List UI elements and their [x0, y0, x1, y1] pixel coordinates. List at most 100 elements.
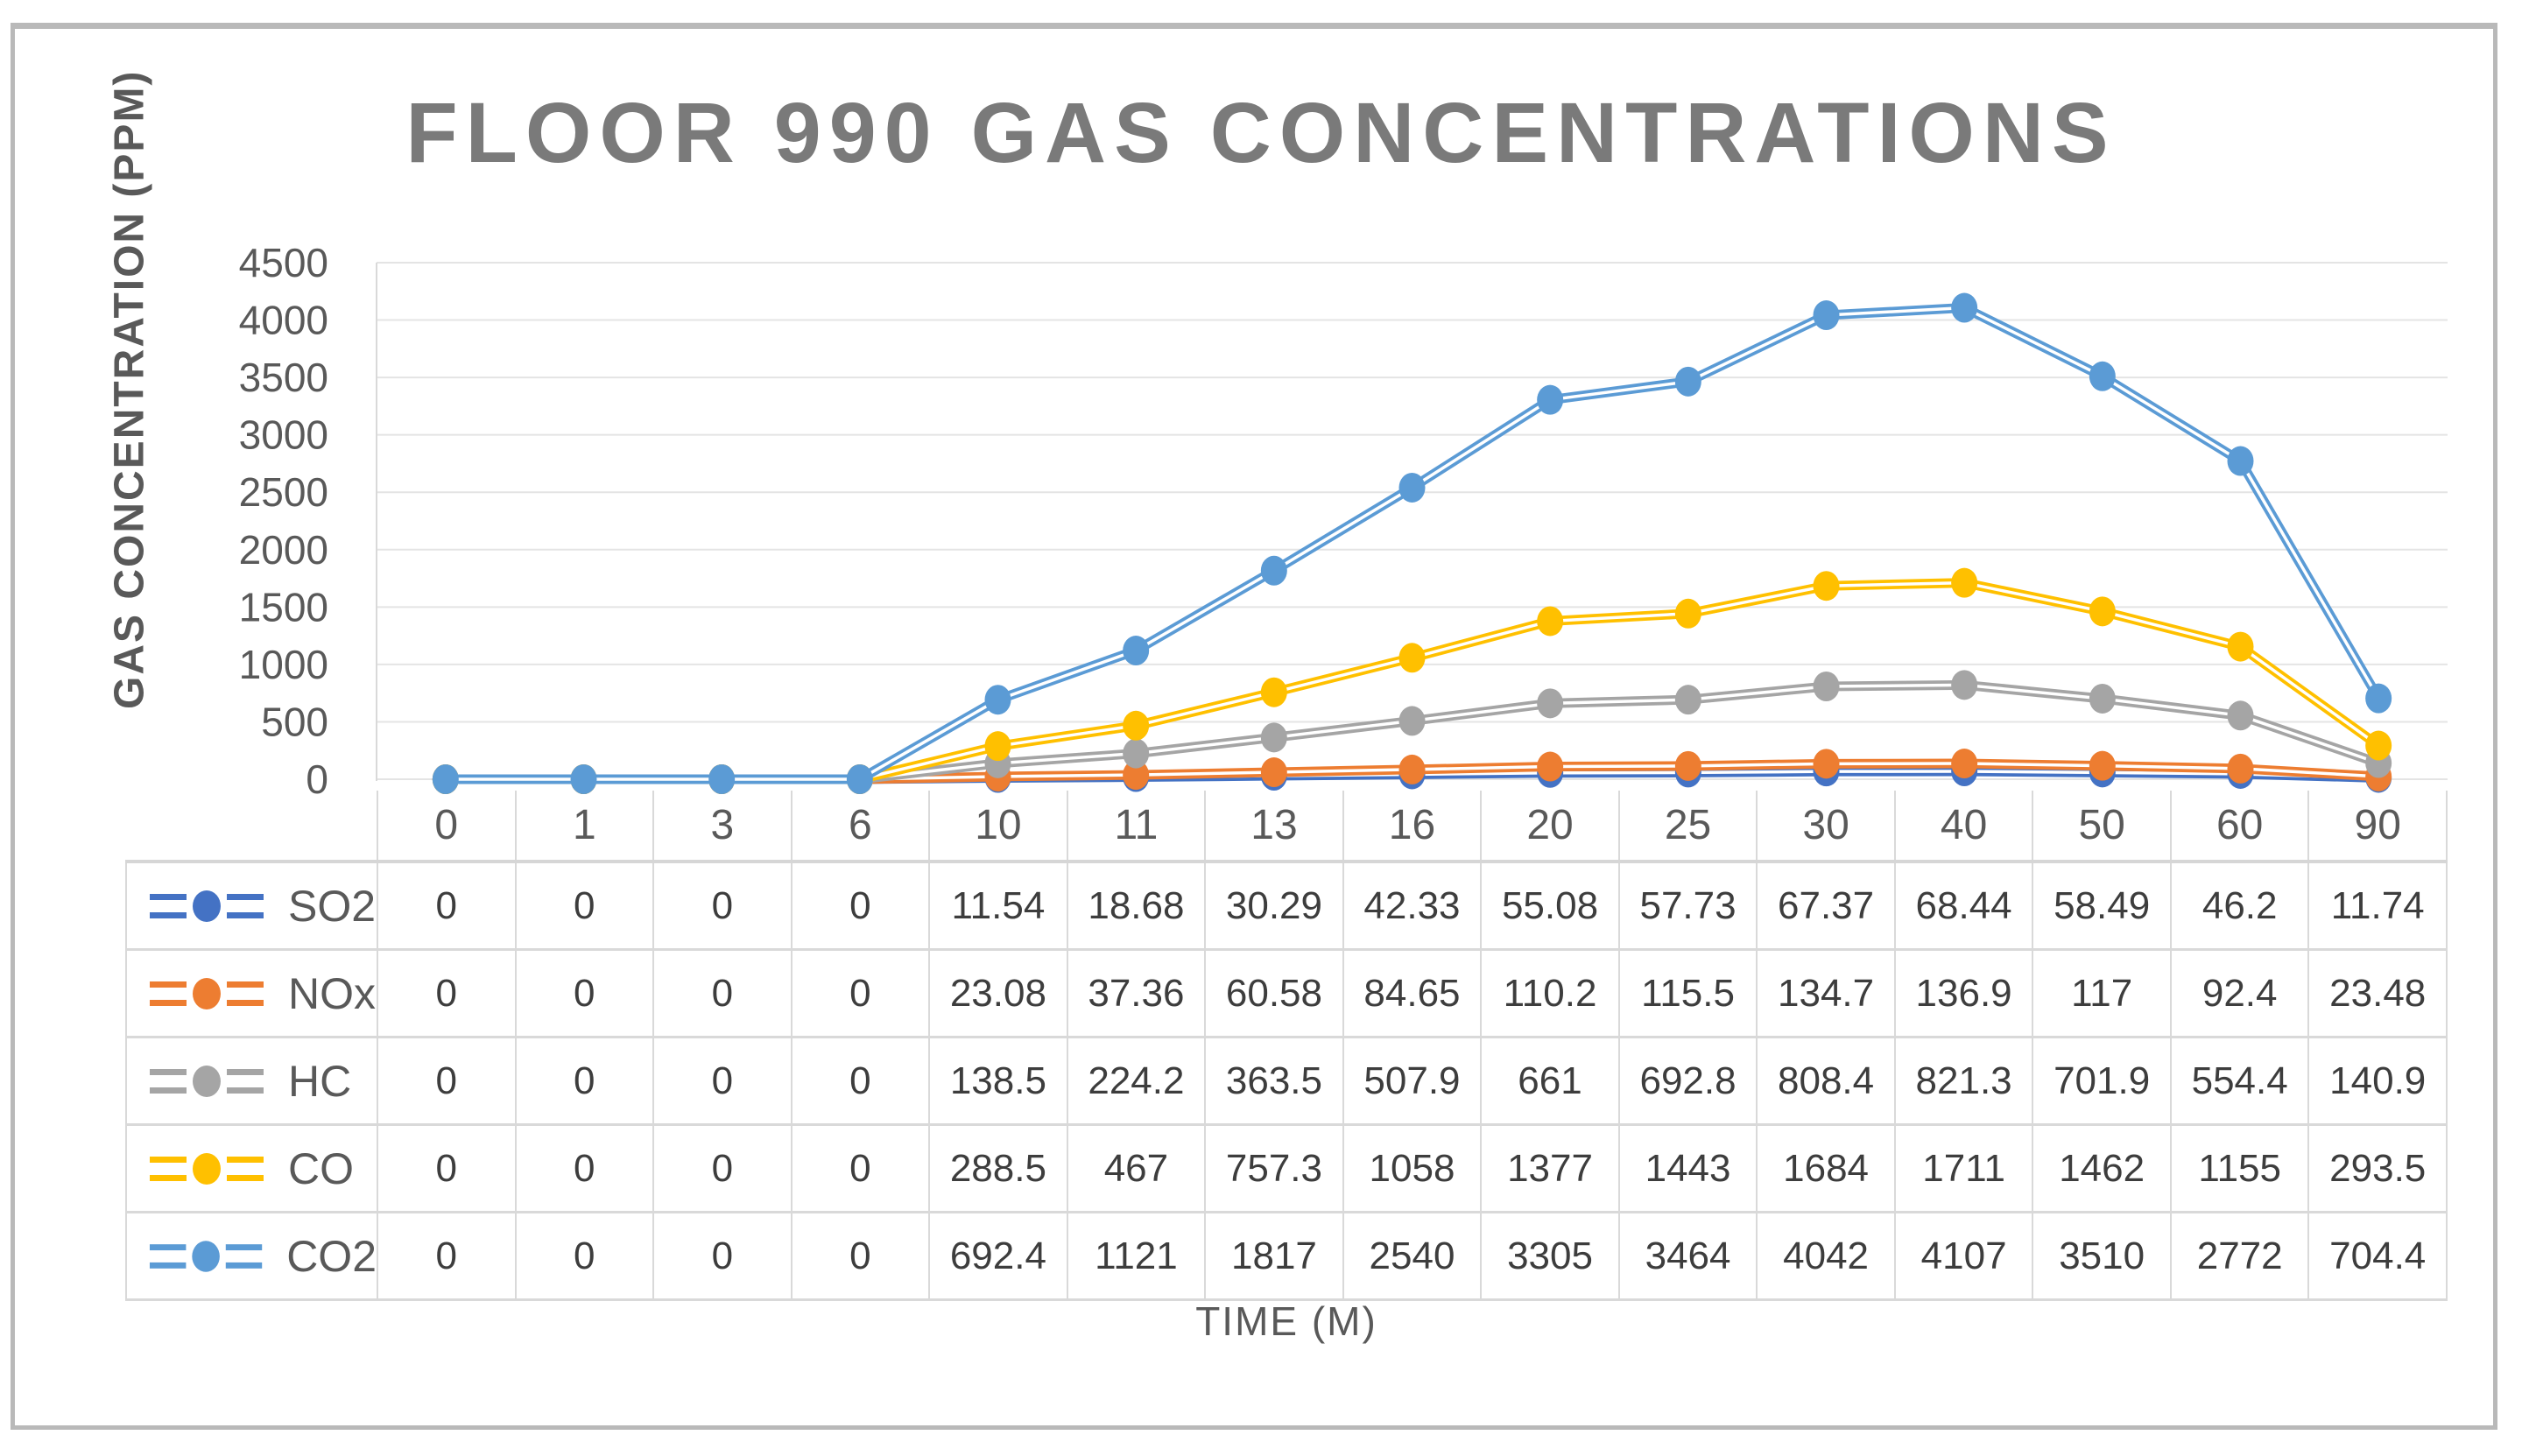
- x-category-label: 40: [1893, 791, 2034, 863]
- x-category-label: 10: [928, 791, 1068, 863]
- data-point-marker: [1398, 706, 1426, 736]
- legend-key-icon: [150, 1152, 264, 1185]
- x-category-label: 0: [377, 791, 517, 863]
- data-point-marker: [432, 764, 459, 794]
- value-cell: 0: [514, 1123, 655, 1213]
- chart-title: FLOOR 990 GAS CONCENTRATIONS: [405, 85, 2117, 180]
- data-point-marker: [1813, 672, 1840, 702]
- value-cell: 0: [790, 1036, 931, 1126]
- value-cell: 661: [1480, 1036, 1620, 1126]
- table-corner-cell: [126, 791, 378, 863]
- x-category-label: 50: [2032, 791, 2172, 863]
- data-point-marker: [1537, 751, 1564, 782]
- value-cell: 0: [377, 1036, 517, 1126]
- value-cell: 692.4: [928, 1211, 1068, 1301]
- value-cell: 704.4: [2307, 1211, 2448, 1301]
- value-cell: 46.2: [2169, 860, 2310, 951]
- value-cell: 0: [790, 860, 931, 951]
- value-cell: 3464: [1617, 1211, 1758, 1301]
- y-tick-label: 3500: [239, 355, 328, 400]
- data-point-marker: [1951, 749, 1978, 779]
- value-cell: 0: [790, 1211, 931, 1301]
- value-cell: 363.5: [1204, 1036, 1344, 1126]
- series-CO2: [432, 292, 2392, 794]
- value-cell: 0: [514, 860, 655, 951]
- value-cell: 757.3: [1204, 1123, 1344, 1213]
- value-cell: 0: [514, 1211, 655, 1301]
- value-cell: 554.4: [2169, 1036, 2310, 1126]
- value-cell: 1462: [2032, 1123, 2172, 1213]
- y-tick-label: 500: [261, 699, 328, 744]
- value-cell: 0: [652, 1123, 793, 1213]
- x-category-label: 60: [2169, 791, 2310, 863]
- x-category-label: 30: [1756, 791, 1896, 863]
- value-cell: 18.68: [1066, 860, 1207, 951]
- value-cell: 2540: [1342, 1211, 1483, 1301]
- value-cell: 30.29: [1204, 860, 1344, 951]
- x-category-label: 3: [652, 791, 793, 863]
- data-point-marker: [1537, 384, 1564, 415]
- value-cell: 1377: [1480, 1123, 1620, 1213]
- value-cell: 67.37: [1756, 860, 1896, 951]
- series-line: [440, 578, 2384, 784]
- value-cell: 11.74: [2307, 860, 2448, 951]
- value-cell: 0: [652, 948, 793, 1038]
- value-cell: 57.73: [1617, 860, 1758, 951]
- value-cell: 293.5: [2307, 1123, 2448, 1213]
- value-cell: 0: [377, 948, 517, 1038]
- value-cell: 84.65: [1342, 948, 1483, 1038]
- data-point-marker: [1813, 300, 1840, 331]
- value-cell: 138.5: [928, 1036, 1068, 1126]
- value-cell: 692.8: [1617, 1036, 1758, 1126]
- value-cell: 0: [377, 1211, 517, 1301]
- data-point-marker: [1674, 750, 1701, 781]
- value-cell: 55.08: [1480, 860, 1620, 951]
- data-point-marker: [1398, 754, 1426, 784]
- value-cell: 110.2: [1480, 948, 1620, 1038]
- value-cell: 0: [790, 948, 931, 1038]
- value-cell: 0: [514, 1036, 655, 1126]
- value-cell: 0: [652, 1036, 793, 1126]
- legend-cell: CO: [125, 1123, 378, 1213]
- data-table: 0 1 3 6 10 11 13 16 20 25 30 40 50 60 90 SO2 0 0 0 0 11.54 1…: [125, 791, 2448, 1301]
- y-tick-label: 1500: [239, 584, 328, 630]
- value-cell: 1684: [1756, 1123, 1896, 1213]
- data-point-marker: [1674, 366, 1701, 397]
- data-point-marker: [1813, 571, 1840, 601]
- x-category-label: 90: [2307, 791, 2448, 863]
- value-cell: 92.4: [2169, 948, 2310, 1038]
- value-cell: 701.9: [2032, 1036, 2172, 1126]
- value-cell: 2772: [2169, 1211, 2310, 1301]
- legend-key-icon: [150, 890, 264, 922]
- value-cell: 1121: [1066, 1211, 1207, 1301]
- y-tick-label: 3000: [239, 412, 328, 458]
- data-point-marker: [570, 764, 597, 794]
- value-cell: 4042: [1756, 1211, 1896, 1301]
- data-point-marker: [2227, 631, 2254, 662]
- value-cell: 140.9: [2307, 1036, 2448, 1126]
- table-row: CO2 0 0 0 0 692.4 1121 1817 2540 3305 3464 4042 4107…: [125, 1211, 2448, 1301]
- table-row: HC 0 0 0 0 138.5 224.2 363.5 507.9 661 692.8 808.4 8…: [125, 1036, 2448, 1126]
- legend-cell: CO2: [125, 1211, 378, 1301]
- value-cell: 134.7: [1756, 948, 1896, 1038]
- data-point-marker: [1260, 677, 1287, 707]
- data-point-marker: [1537, 606, 1564, 637]
- value-cell: 1817: [1204, 1211, 1344, 1301]
- value-cell: 136.9: [1893, 948, 2034, 1038]
- value-cell: 117: [2032, 948, 2172, 1038]
- y-tick-label: 1000: [239, 642, 328, 687]
- category-header-row: 0 1 3 6 10 11 13 16 20 25 30 40 50 60 90: [126, 791, 2448, 863]
- legend-cell: SO2: [125, 860, 378, 951]
- x-category-label: 6: [790, 791, 931, 863]
- value-cell: 0: [790, 1123, 931, 1213]
- legend-cell: HC: [125, 1036, 378, 1126]
- legend-key-icon: [150, 1065, 264, 1097]
- data-point-marker: [2089, 361, 2116, 391]
- data-point-marker: [2227, 700, 2254, 731]
- data-point-marker: [1123, 636, 1150, 666]
- data-point-marker: [2227, 446, 2254, 476]
- y-tick-label: 4000: [239, 298, 328, 343]
- value-cell: 58.49: [2032, 860, 2172, 951]
- value-cell: 0: [377, 860, 517, 951]
